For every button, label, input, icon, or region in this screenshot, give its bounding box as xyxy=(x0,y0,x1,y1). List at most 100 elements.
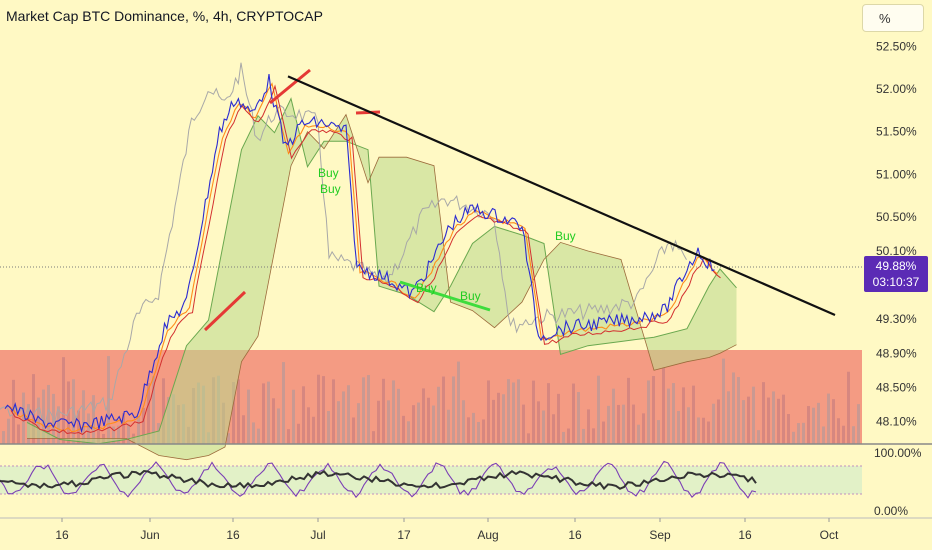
volume-bar xyxy=(327,410,330,444)
current-price-value: 49.88% xyxy=(875,259,917,273)
volume-bar xyxy=(712,403,715,444)
volume-bar xyxy=(667,388,670,444)
volume-bar xyxy=(227,433,230,444)
volume-bar xyxy=(632,404,635,444)
x-tick-label: Jun xyxy=(140,528,159,542)
volume-bar xyxy=(822,426,825,444)
volume-bar xyxy=(672,383,675,444)
volume-bar xyxy=(842,425,845,444)
volume-bar xyxy=(452,376,455,444)
volume-bar xyxy=(797,423,800,444)
volume-bar xyxy=(287,429,290,444)
volume-bar xyxy=(627,377,630,444)
volume-bar xyxy=(427,397,430,444)
volume-bar xyxy=(357,403,360,444)
volume-bar xyxy=(807,406,810,444)
volume-bar xyxy=(372,431,375,444)
buy-annotation: Buy xyxy=(318,166,339,180)
unit-selector-button[interactable]: % xyxy=(862,4,924,32)
volume-bar xyxy=(312,416,315,444)
volume-bar xyxy=(742,400,745,444)
volume-bar xyxy=(587,409,590,444)
y-tick-label: 48.10% xyxy=(876,414,917,428)
trendline xyxy=(287,75,836,316)
volume-bar xyxy=(87,413,90,444)
volume-bar xyxy=(242,415,245,444)
volume-bar xyxy=(762,382,765,444)
chart-title: Market Cap BTC Dominance, %, 4h, CRYPTOC… xyxy=(6,8,323,24)
cloud-span-b xyxy=(27,113,737,461)
volume-bar xyxy=(362,377,365,444)
volume-bar xyxy=(82,390,85,444)
volume-bar xyxy=(837,418,840,444)
volume-bar xyxy=(337,401,340,444)
volume-bar xyxy=(792,431,795,444)
volume-bar xyxy=(852,426,855,444)
volume-bar xyxy=(417,402,420,444)
volume-bar xyxy=(547,383,550,444)
lagging-span xyxy=(0,62,687,424)
volume-bar xyxy=(17,424,20,444)
volume-bar xyxy=(747,396,750,444)
bar-countdown: 03:10:37 xyxy=(872,275,920,289)
volume-bar xyxy=(532,380,535,444)
buy-annotation: Buy xyxy=(460,289,481,303)
volume-bar xyxy=(782,394,785,444)
x-tick-label: 16 xyxy=(738,528,752,542)
volume-bar xyxy=(847,371,850,444)
ma-orange xyxy=(7,82,718,433)
volume-bar xyxy=(42,389,45,444)
volume-bar xyxy=(552,414,555,444)
volume-bar xyxy=(402,415,405,444)
volume-bar xyxy=(37,397,40,444)
volume-bar xyxy=(307,407,310,444)
volume-bar xyxy=(802,422,805,444)
volume-bar xyxy=(317,374,320,444)
volume-bar xyxy=(562,431,565,444)
volume-bar xyxy=(557,393,560,444)
volume-bar xyxy=(432,405,435,444)
y-tick-label: 48.50% xyxy=(876,380,917,394)
oscillator-k xyxy=(0,460,757,499)
volume-bar xyxy=(152,376,155,444)
volume-bar xyxy=(367,375,370,444)
volume-bar xyxy=(522,404,525,444)
volume-bar xyxy=(127,424,130,444)
volume-bar xyxy=(272,398,275,444)
volume-bar xyxy=(267,381,270,444)
volume-bar xyxy=(437,386,440,444)
volume-bar xyxy=(707,421,710,444)
signal-stroke xyxy=(355,110,381,115)
volume-bar xyxy=(297,423,300,444)
volume-bar xyxy=(477,421,480,444)
volume-bar xyxy=(687,407,690,444)
volume-bar xyxy=(677,410,680,444)
volume-bar xyxy=(282,362,285,444)
volume-bar xyxy=(382,378,385,444)
volume-bar xyxy=(72,379,75,444)
volume-bar xyxy=(752,386,755,444)
volume-bar xyxy=(347,385,350,444)
volume-bar xyxy=(657,420,660,444)
volume-bar xyxy=(377,400,380,444)
volume-bar xyxy=(147,382,150,444)
y-tick-label: 50.10% xyxy=(876,244,917,258)
volume-bar xyxy=(592,428,595,444)
volume-bar xyxy=(412,405,415,444)
volume-bar xyxy=(322,376,325,444)
volume-bar xyxy=(232,382,235,444)
volume-bar xyxy=(597,375,600,444)
volume-bar xyxy=(502,394,505,444)
volume-bar xyxy=(252,422,255,444)
buy-annotation: Buy xyxy=(320,182,341,196)
volume-bar xyxy=(237,379,240,444)
volume-bar xyxy=(787,414,790,444)
volume-bar xyxy=(467,417,470,444)
volume-bar xyxy=(642,413,645,444)
volume-bar xyxy=(682,387,685,444)
volume-bar xyxy=(397,388,400,444)
volume-bar xyxy=(487,380,490,444)
volume-bar xyxy=(662,367,665,444)
volume-bar xyxy=(572,383,575,444)
